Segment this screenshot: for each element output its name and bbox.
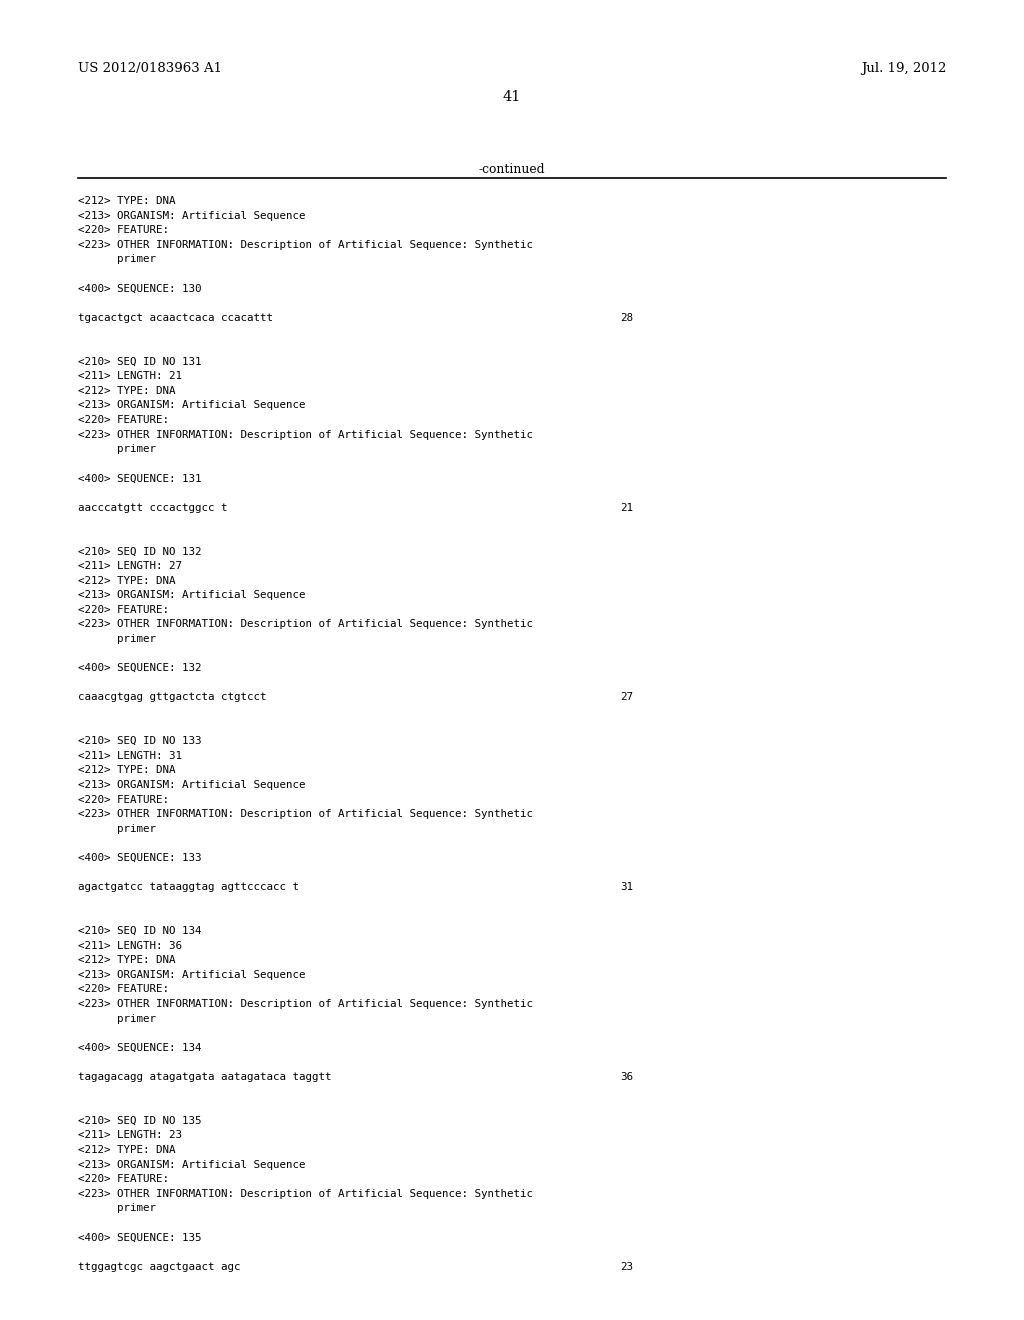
Text: <210> SEQ ID NO 134: <210> SEQ ID NO 134 — [78, 927, 202, 936]
Text: primer: primer — [78, 255, 156, 264]
Text: <400> SEQUENCE: 132: <400> SEQUENCE: 132 — [78, 663, 202, 673]
Text: <400> SEQUENCE: 130: <400> SEQUENCE: 130 — [78, 284, 202, 293]
Text: <223> OTHER INFORMATION: Description of Artificial Sequence: Synthetic: <223> OTHER INFORMATION: Description of … — [78, 240, 534, 249]
Text: <213> ORGANISM: Artificial Sequence: <213> ORGANISM: Artificial Sequence — [78, 780, 305, 789]
Text: <213> ORGANISM: Artificial Sequence: <213> ORGANISM: Artificial Sequence — [78, 400, 305, 411]
Text: <212> TYPE: DNA: <212> TYPE: DNA — [78, 766, 175, 775]
Text: <220> FEATURE:: <220> FEATURE: — [78, 795, 169, 805]
Text: primer: primer — [78, 1204, 156, 1213]
Text: 31: 31 — [620, 882, 633, 892]
Text: <223> OTHER INFORMATION: Description of Artificial Sequence: Synthetic: <223> OTHER INFORMATION: Description of … — [78, 429, 534, 440]
Text: Jul. 19, 2012: Jul. 19, 2012 — [860, 62, 946, 75]
Text: <210> SEQ ID NO 135: <210> SEQ ID NO 135 — [78, 1115, 202, 1126]
Text: US 2012/0183963 A1: US 2012/0183963 A1 — [78, 62, 222, 75]
Text: <212> TYPE: DNA: <212> TYPE: DNA — [78, 576, 175, 586]
Text: <211> LENGTH: 31: <211> LENGTH: 31 — [78, 751, 182, 760]
Text: <213> ORGANISM: Artificial Sequence: <213> ORGANISM: Artificial Sequence — [78, 590, 305, 601]
Text: <220> FEATURE:: <220> FEATURE: — [78, 605, 169, 615]
Text: <211> LENGTH: 27: <211> LENGTH: 27 — [78, 561, 182, 572]
Text: <212> TYPE: DNA: <212> TYPE: DNA — [78, 956, 175, 965]
Text: <223> OTHER INFORMATION: Description of Artificial Sequence: Synthetic: <223> OTHER INFORMATION: Description of … — [78, 809, 534, 820]
Text: caaacgtgag gttgactcta ctgtcct: caaacgtgag gttgactcta ctgtcct — [78, 693, 266, 702]
Text: 28: 28 — [620, 313, 633, 323]
Text: <220> FEATURE:: <220> FEATURE: — [78, 414, 169, 425]
Text: 23: 23 — [620, 1262, 633, 1271]
Text: primer: primer — [78, 824, 156, 834]
Text: <400> SEQUENCE: 133: <400> SEQUENCE: 133 — [78, 853, 202, 863]
Text: <220> FEATURE:: <220> FEATURE: — [78, 985, 169, 994]
Text: <211> LENGTH: 36: <211> LENGTH: 36 — [78, 941, 182, 950]
Text: tgacactgct acaactcaca ccacattt: tgacactgct acaactcaca ccacattt — [78, 313, 273, 323]
Text: 36: 36 — [620, 1072, 633, 1082]
Text: primer: primer — [78, 1014, 156, 1023]
Text: <220> FEATURE:: <220> FEATURE: — [78, 226, 169, 235]
Text: <212> TYPE: DNA: <212> TYPE: DNA — [78, 1144, 175, 1155]
Text: <211> LENGTH: 23: <211> LENGTH: 23 — [78, 1130, 182, 1140]
Text: ttggagtcgc aagctgaact agc: ttggagtcgc aagctgaact agc — [78, 1262, 241, 1271]
Text: 21: 21 — [620, 503, 633, 512]
Text: -continued: -continued — [479, 162, 545, 176]
Text: agactgatcc tataaggtag agttcccacc t: agactgatcc tataaggtag agttcccacc t — [78, 882, 299, 892]
Text: primer: primer — [78, 634, 156, 644]
Text: <223> OTHER INFORMATION: Description of Artificial Sequence: Synthetic: <223> OTHER INFORMATION: Description of … — [78, 619, 534, 630]
Text: <213> ORGANISM: Artificial Sequence: <213> ORGANISM: Artificial Sequence — [78, 970, 305, 979]
Text: <400> SEQUENCE: 135: <400> SEQUENCE: 135 — [78, 1233, 202, 1242]
Text: <213> ORGANISM: Artificial Sequence: <213> ORGANISM: Artificial Sequence — [78, 1159, 305, 1170]
Text: <211> LENGTH: 21: <211> LENGTH: 21 — [78, 371, 182, 381]
Text: <210> SEQ ID NO 133: <210> SEQ ID NO 133 — [78, 737, 202, 746]
Text: primer: primer — [78, 445, 156, 454]
Text: <400> SEQUENCE: 134: <400> SEQUENCE: 134 — [78, 1043, 202, 1053]
Text: <212> TYPE: DNA: <212> TYPE: DNA — [78, 385, 175, 396]
Text: <223> OTHER INFORMATION: Description of Artificial Sequence: Synthetic: <223> OTHER INFORMATION: Description of … — [78, 1189, 534, 1199]
Text: 27: 27 — [620, 693, 633, 702]
Text: <210> SEQ ID NO 132: <210> SEQ ID NO 132 — [78, 546, 202, 557]
Text: <212> TYPE: DNA: <212> TYPE: DNA — [78, 195, 175, 206]
Text: tagagacagg atagatgata aatagataca taggtt: tagagacagg atagatgata aatagataca taggtt — [78, 1072, 332, 1082]
Text: 41: 41 — [503, 90, 521, 104]
Text: aacccatgtt cccactggcc t: aacccatgtt cccactggcc t — [78, 503, 227, 512]
Text: <210> SEQ ID NO 131: <210> SEQ ID NO 131 — [78, 356, 202, 367]
Text: <223> OTHER INFORMATION: Description of Artificial Sequence: Synthetic: <223> OTHER INFORMATION: Description of … — [78, 999, 534, 1008]
Text: <400> SEQUENCE: 131: <400> SEQUENCE: 131 — [78, 474, 202, 483]
Text: <220> FEATURE:: <220> FEATURE: — [78, 1175, 169, 1184]
Text: <213> ORGANISM: Artificial Sequence: <213> ORGANISM: Artificial Sequence — [78, 211, 305, 220]
